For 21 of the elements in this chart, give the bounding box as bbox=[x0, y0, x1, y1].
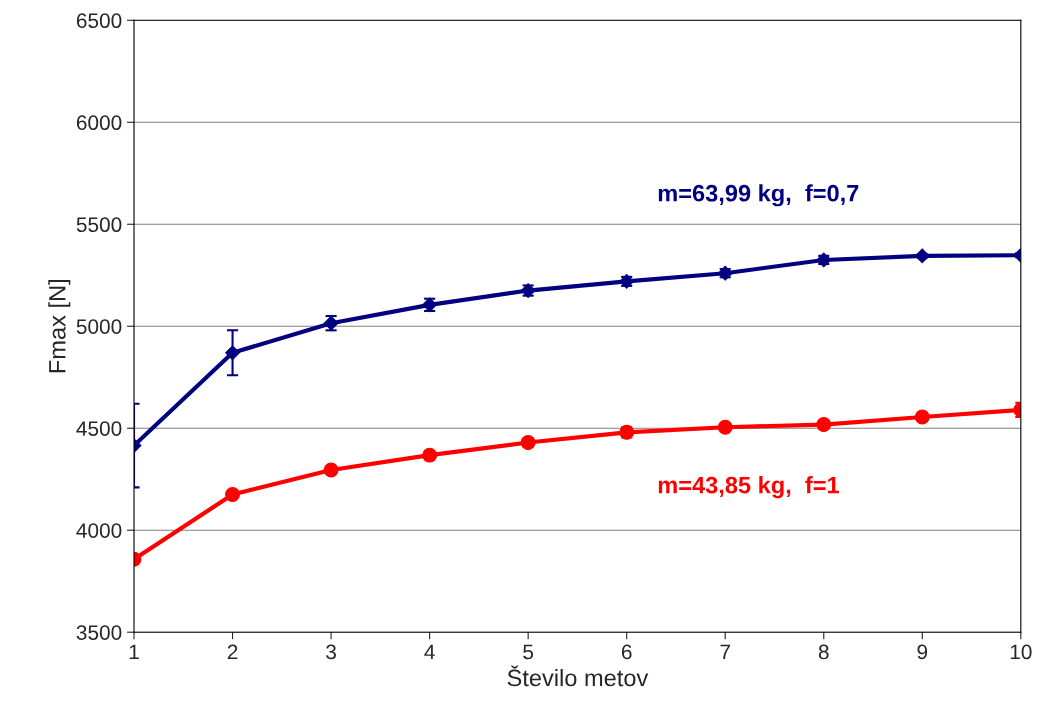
y-tick-label: 6000 bbox=[76, 115, 122, 131]
x-axis-title: Število metov bbox=[507, 665, 649, 687]
x-tick-label: 5 bbox=[523, 644, 534, 660]
y-tick-label: 6500 bbox=[76, 13, 122, 29]
text: m=63,99 kg, f=0,7 bbox=[658, 184, 859, 207]
x-tick-label: 2 bbox=[227, 644, 238, 660]
x-tick-label: 4 bbox=[424, 644, 435, 660]
series-label: m=43,85 kg, f=1 bbox=[658, 476, 840, 499]
y-tick-label: 4500 bbox=[76, 421, 122, 436]
y-tick-label: 5000 bbox=[76, 319, 122, 334]
x-tick-label: 9 bbox=[917, 644, 928, 660]
y-tick-label: 4000 bbox=[76, 523, 122, 538]
x-tick-label: 7 bbox=[720, 644, 730, 660]
y-tick-label: 3500 bbox=[76, 625, 122, 640]
x-tick-label: 6 bbox=[621, 644, 632, 660]
y-tick-label: 5500 bbox=[76, 217, 122, 233]
x-tick-label: 8 bbox=[818, 644, 829, 660]
x-tick-label: 3 bbox=[326, 644, 336, 660]
y-axis-title: Fmax [N] bbox=[48, 280, 71, 373]
x-tick-label: 10 bbox=[1010, 644, 1032, 660]
x-tick-label: 1 bbox=[129, 644, 139, 660]
